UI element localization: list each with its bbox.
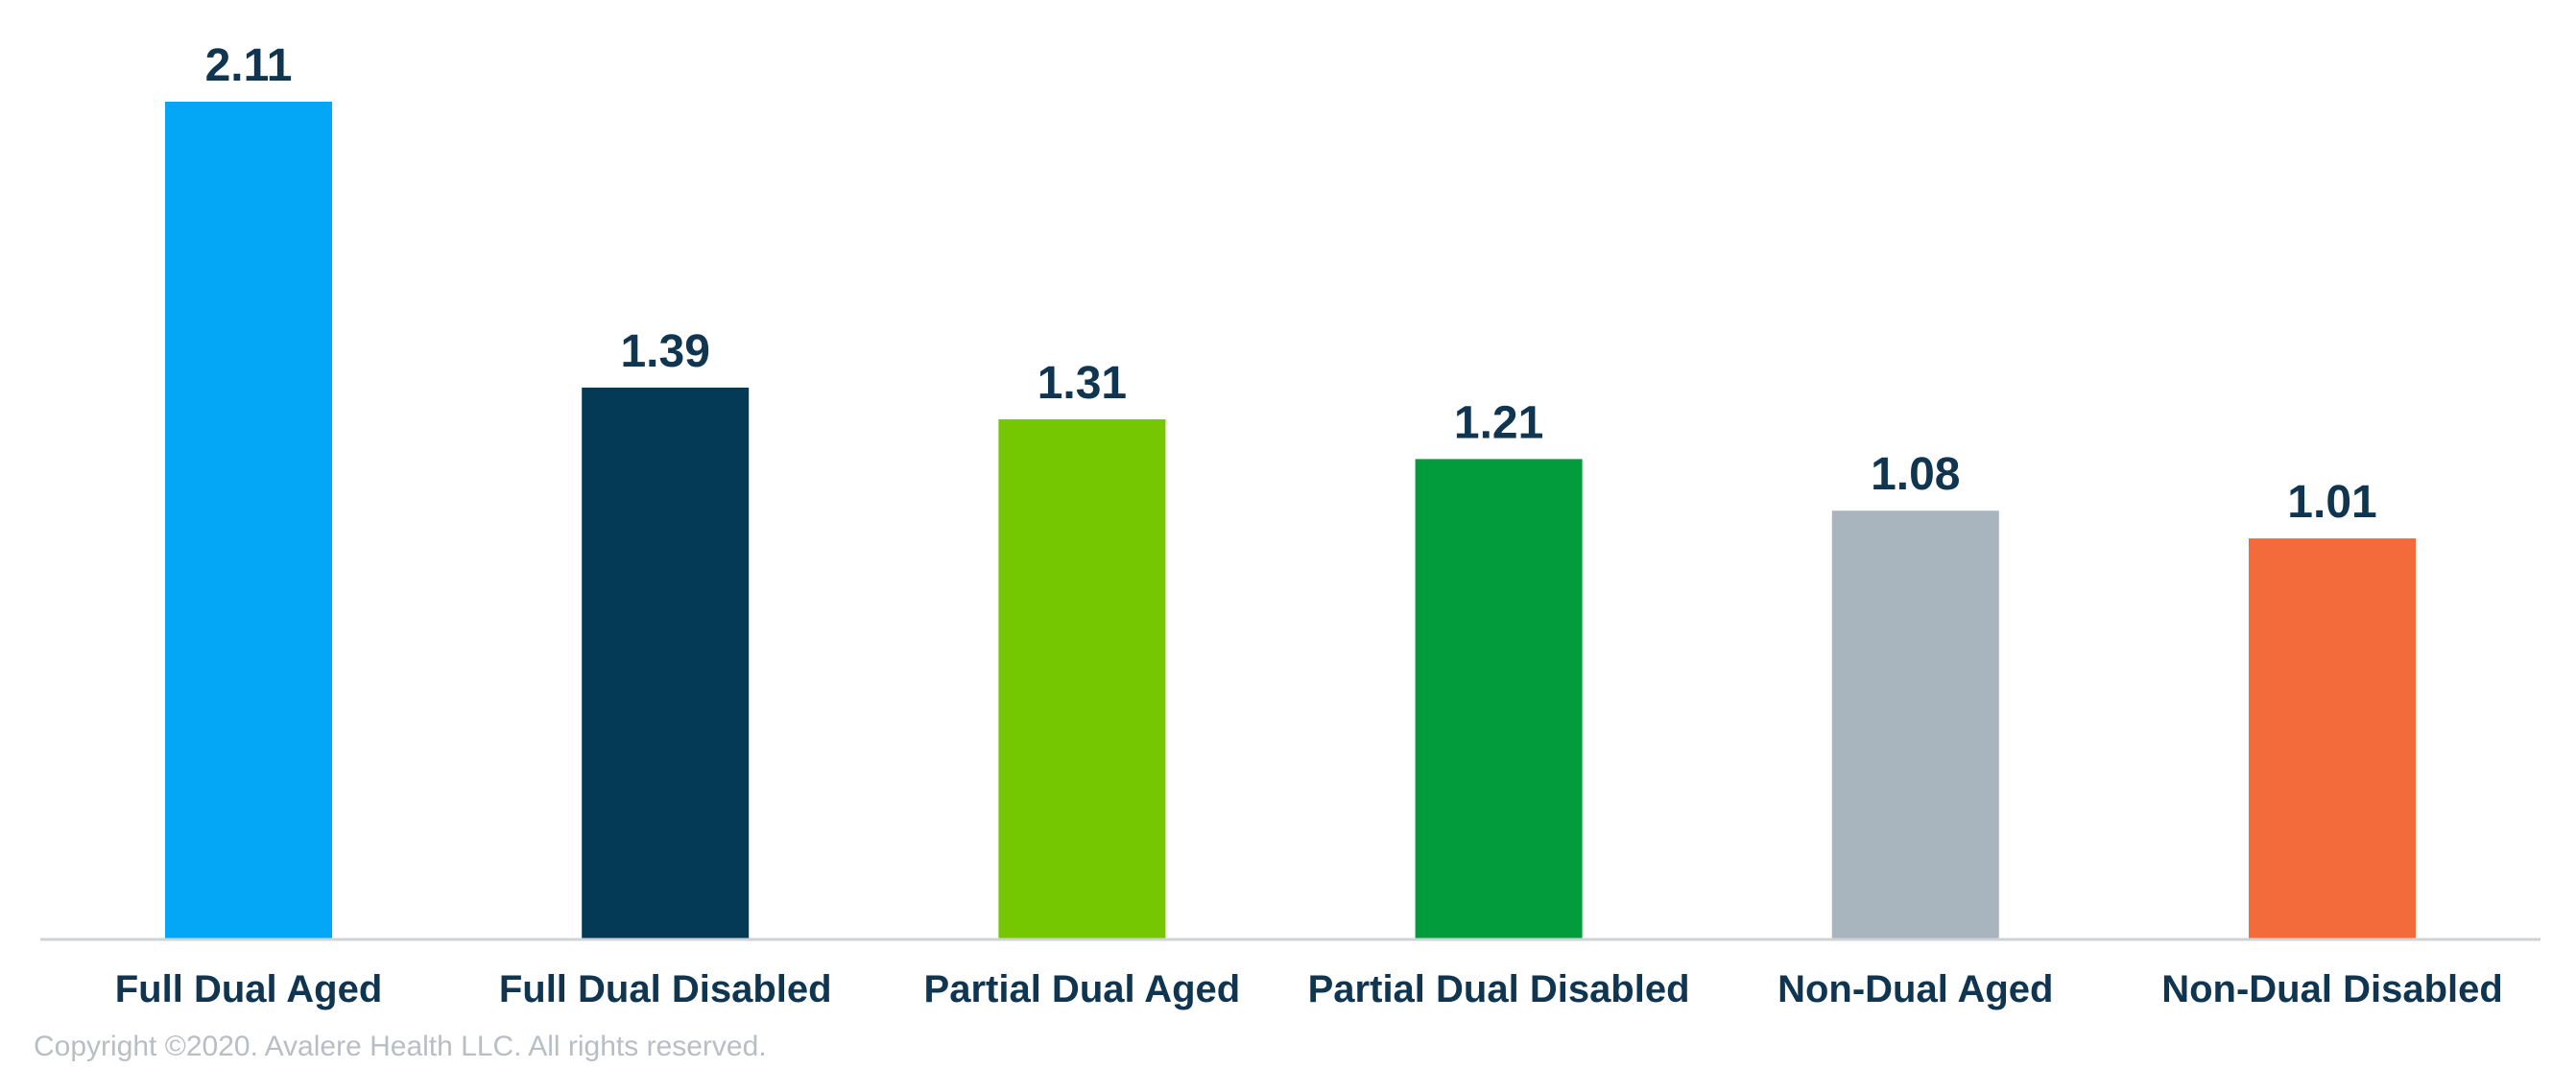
copyright-text: Copyright ©2020. Avalere Health LLC. All… (34, 1031, 767, 1062)
category-label-1: Full Dual Disabled (499, 968, 832, 1010)
bar-2 (998, 419, 1166, 939)
value-label-5: 1.01 (2287, 477, 2376, 528)
value-label-4: 1.08 (1871, 449, 1960, 500)
tick-labels-group: Full Dual Aged Full Dual Disabled Partial … (115, 968, 2503, 1010)
bars-group (165, 102, 2416, 939)
value-label-1: 1.39 (620, 326, 709, 377)
bar-0 (165, 102, 332, 939)
category-label-5: Non-Dual Disabled (2161, 968, 2503, 1010)
value-label-3: 1.21 (1454, 397, 1543, 448)
value-label-2: 1.31 (1038, 358, 1127, 409)
value-label-0: 2.11 (205, 40, 293, 91)
category-label-2: Partial Dual Aged (924, 968, 1241, 1010)
bar-4 (1831, 510, 1999, 939)
category-label-4: Non-Dual Aged (1777, 968, 2053, 1010)
value-labels-group: 2.11 1.39 1.31 1.21 1.08 1.01 (205, 40, 2377, 528)
bar-5 (2249, 538, 2416, 939)
bar-3 (1415, 459, 1583, 939)
category-label-0: Full Dual Aged (115, 968, 383, 1010)
category-label-3: Partial Dual Disabled (1308, 968, 1690, 1010)
bar-1 (582, 387, 750, 939)
